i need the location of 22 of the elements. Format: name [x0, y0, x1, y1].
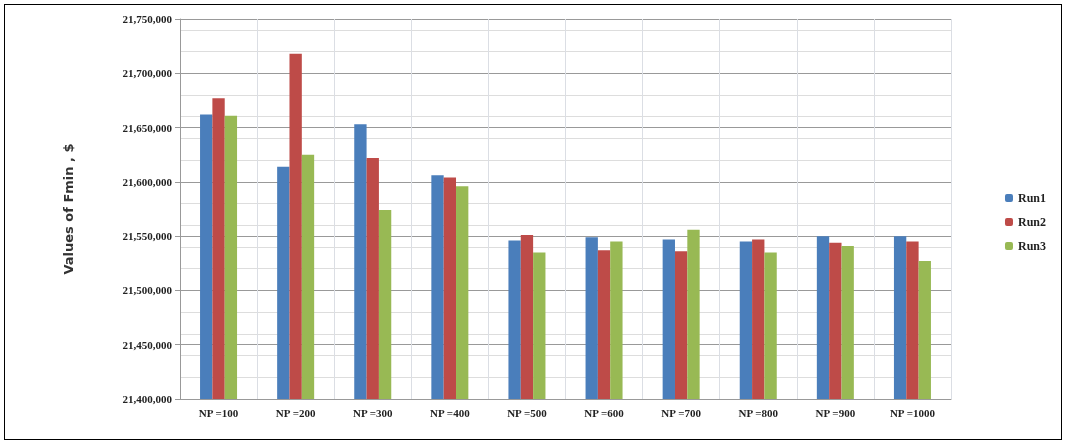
y-tick-label: 21,600,000 — [122, 175, 173, 188]
x-tick-label: NP =100 — [198, 406, 239, 419]
x-tick-label: NP =1000 — [889, 406, 936, 419]
y-tick-label: 21,700,000 — [122, 67, 173, 80]
y-tick-label: 21,450,000 — [122, 338, 173, 351]
x-tick-label: NP =200 — [275, 406, 316, 419]
x-tick-label: NP =700 — [661, 406, 702, 419]
legend-label: Run3 — [1017, 239, 1046, 253]
legend-label: Run1 — [1017, 191, 1046, 205]
x-tick-label: NP =800 — [738, 406, 779, 419]
x-tick-label: NP =300 — [352, 406, 394, 419]
y-tick-label: 21,550,000 — [122, 230, 173, 243]
y-tick-label: 21,650,000 — [122, 121, 173, 134]
legend-label: Run2 — [1017, 215, 1046, 229]
x-tick-label: NP =500 — [507, 406, 548, 419]
x-tick-label: NP =600 — [584, 406, 625, 419]
y-tick-label: 21,500,000 — [122, 284, 173, 297]
x-tick-label: NP =400 — [430, 406, 471, 419]
x-tick-label: NP =900 — [815, 406, 856, 419]
y-tick-label: 21,750,000 — [122, 13, 173, 25]
y-tick-label: 21,400,000 — [122, 393, 173, 405]
y-axis-title: Values of Fmin , $ — [61, 143, 76, 275]
